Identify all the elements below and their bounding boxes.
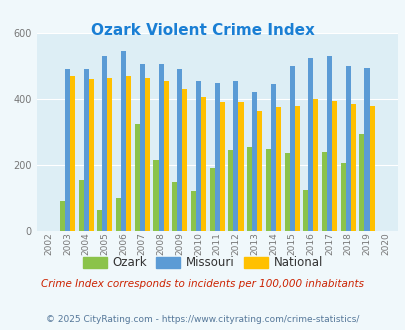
Text: © 2025 CityRating.com - https://www.cityrating.com/crime-statistics/: © 2025 CityRating.com - https://www.city…	[46, 315, 359, 324]
Bar	[88, 79, 94, 231]
Bar	[265, 148, 270, 231]
Bar	[284, 153, 289, 231]
Bar	[307, 58, 313, 231]
Bar	[172, 182, 177, 231]
Bar	[238, 102, 243, 231]
Bar	[369, 106, 374, 231]
Bar	[107, 78, 112, 231]
Bar	[60, 201, 65, 231]
Bar	[331, 101, 336, 231]
Bar	[177, 69, 182, 231]
Bar	[196, 81, 200, 231]
Bar	[350, 104, 355, 231]
Bar	[321, 152, 326, 231]
Bar	[219, 102, 224, 231]
Bar	[190, 191, 196, 231]
Bar	[182, 89, 187, 231]
Bar	[153, 160, 158, 231]
Bar	[275, 107, 280, 231]
Text: Ozark Violent Crime Index: Ozark Violent Crime Index	[91, 23, 314, 38]
Bar	[163, 81, 168, 231]
Bar	[294, 106, 299, 231]
Bar	[116, 198, 121, 231]
Bar	[121, 51, 126, 231]
Bar	[252, 92, 256, 231]
Bar	[326, 56, 331, 231]
Bar	[79, 180, 83, 231]
Bar	[70, 76, 75, 231]
Bar	[340, 163, 345, 231]
Bar	[158, 64, 163, 231]
Bar	[289, 66, 294, 231]
Bar	[102, 56, 107, 231]
Bar	[313, 99, 318, 231]
Bar	[345, 66, 350, 231]
Bar	[303, 190, 307, 231]
Bar	[200, 97, 206, 231]
Bar	[65, 69, 70, 231]
Bar	[126, 76, 131, 231]
Bar	[214, 82, 219, 231]
Bar	[97, 210, 102, 231]
Bar	[228, 150, 233, 231]
Text: Crime Index corresponds to incidents per 100,000 inhabitants: Crime Index corresponds to incidents per…	[41, 279, 364, 289]
Bar	[270, 84, 275, 231]
Bar	[145, 78, 149, 231]
Bar	[256, 111, 262, 231]
Bar	[364, 68, 369, 231]
Bar	[358, 134, 364, 231]
Bar	[139, 64, 145, 231]
Bar	[247, 147, 252, 231]
Bar	[209, 168, 214, 231]
Legend: Ozark, Missouri, National: Ozark, Missouri, National	[78, 252, 327, 274]
Bar	[134, 124, 139, 231]
Bar	[83, 69, 88, 231]
Bar	[233, 81, 238, 231]
